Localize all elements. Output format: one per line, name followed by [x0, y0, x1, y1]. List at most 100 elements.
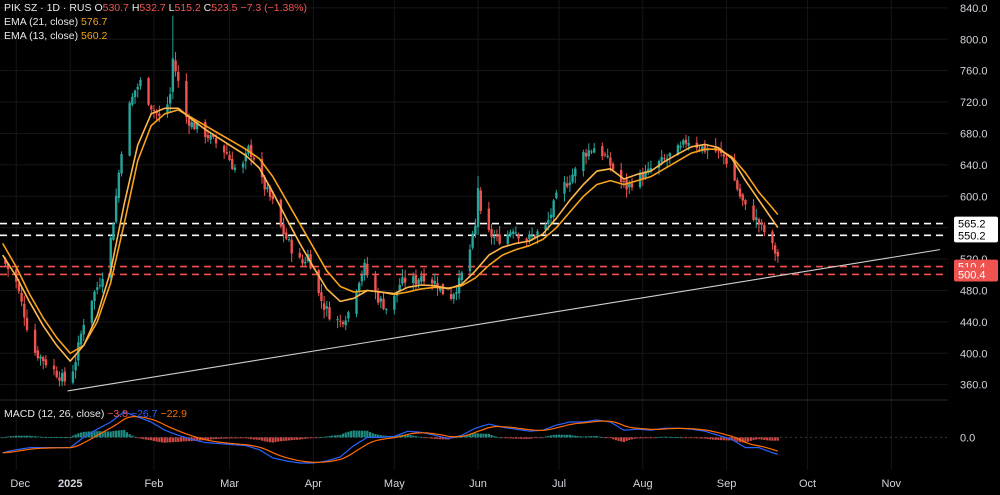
macd-histogram-bar [482, 433, 485, 438]
candle-body [493, 236, 496, 239]
candle-body [495, 235, 499, 237]
macd-histogram-bar [293, 437, 296, 440]
ema13-legend[interactable]: EMA (13, close) 560.2 [4, 30, 107, 43]
macd-histogram-bar [341, 433, 345, 438]
candle-body [241, 163, 245, 168]
macd-histogram-bar [177, 437, 180, 442]
x-tick-label: Jun [469, 478, 487, 490]
macd-histogram-bar [609, 437, 612, 439]
macd-histogram-bar [576, 436, 580, 438]
macd-histogram-bar [160, 437, 164, 443]
macd-histogram-bar [644, 437, 647, 439]
macd-histogram-bar [639, 437, 642, 439]
macd-histogram-bar [617, 437, 620, 441]
macd-histogram-bar [690, 437, 693, 439]
macd-histogram-bar [198, 437, 201, 441]
candle-body [39, 356, 42, 359]
high-label: H [131, 2, 140, 14]
candle-body [168, 94, 172, 104]
macd-histogram-bar [196, 437, 199, 441]
macd-histogram-bar [309, 437, 312, 439]
y-tick-label: 360.0 [960, 380, 988, 392]
candle-body [479, 190, 482, 211]
macd-histogram-bar [77, 433, 80, 438]
macd-histogram-bar [476, 433, 480, 438]
candle-body [736, 180, 739, 190]
candle-body [684, 139, 688, 144]
macd-histogram-bar [244, 437, 247, 439]
candle-body [193, 122, 196, 130]
macd-histogram-bar [709, 437, 712, 440]
candle-body [187, 117, 191, 126]
macd-signal-value: −22.9 [160, 408, 188, 420]
y-tick-label: 840.0 [960, 3, 988, 15]
candle-body [644, 171, 647, 179]
candle-body [420, 276, 423, 282]
candle-body [214, 138, 218, 144]
candle-body [44, 359, 48, 366]
open-value: 530.7 [102, 2, 129, 14]
candle-body [325, 306, 329, 309]
macd-histogram-bar [12, 435, 15, 438]
macd-pane [0, 411, 948, 464]
candle-body [471, 233, 474, 248]
macd-histogram-bar [552, 434, 555, 438]
candle-body [536, 231, 539, 238]
ema21-legend[interactable]: EMA (21, close) 576.7 [4, 16, 107, 29]
close-value: 523.5 [211, 2, 238, 14]
macd-histogram-bar [512, 437, 515, 439]
candle-body [565, 183, 569, 187]
macd-histogram-bar [106, 431, 110, 438]
macd-histogram-bar [614, 437, 617, 441]
x-tick-label: Oct [799, 478, 816, 490]
macd-histogram-bar [117, 430, 120, 438]
macd-histogram-bar [63, 437, 66, 439]
candle-body [268, 186, 272, 197]
price-axis: 840.0800.0760.0720.0680.0640.0600.0560.0… [954, 3, 998, 444]
macd-histogram-bar [493, 435, 496, 438]
candle-body [490, 228, 493, 238]
macd-histogram-bar [722, 437, 725, 441]
candle-body [530, 235, 534, 237]
macd-histogram-bar [752, 437, 755, 441]
macd-histogram-bar [301, 437, 304, 440]
candle-body [606, 155, 609, 158]
candle-body [725, 157, 728, 164]
macd-histogram-bar [17, 435, 21, 438]
macd-histogram-bar [706, 437, 709, 440]
macd-histogram-bar [174, 437, 177, 443]
macd-histogram-bar [4, 436, 7, 438]
candle-body [547, 219, 550, 225]
macd-histogram-bar [136, 437, 139, 439]
macd-histogram-bar [622, 437, 625, 443]
macd-histogram-bar [717, 437, 720, 441]
trendline-segment [67, 249, 940, 392]
macd-histogram-bar [109, 431, 112, 438]
candle-body [568, 182, 572, 185]
candle-body [174, 60, 177, 72]
macd-histogram-bar [725, 437, 728, 441]
macd-histogram-bar [28, 435, 31, 438]
macd-histogram-bar [7, 436, 10, 438]
macd-histogram-bar [601, 437, 604, 438]
candle-body [4, 258, 7, 264]
macd-legend[interactable]: MACD (12, 26, close) −3.8 −26.7 −22.9 [4, 408, 187, 421]
candle-body [166, 104, 169, 114]
macd-histogram-bar [317, 437, 320, 439]
macd-histogram-bar [339, 434, 342, 438]
candle-body [533, 235, 536, 238]
candle-body [185, 81, 188, 118]
macd-histogram-bar [104, 431, 107, 438]
candle-body [647, 168, 650, 171]
candle-body [42, 357, 45, 362]
x-tick-label: 2025 [58, 478, 82, 490]
macd-label: MACD (12, 26, close) [4, 408, 105, 420]
candle-body [582, 152, 585, 171]
macd-histogram-bar [444, 437, 447, 440]
macd-histogram-bar [703, 437, 707, 439]
macd-histogram-bar [179, 437, 183, 442]
macd-histogram-bar [241, 437, 245, 439]
macd-histogram-bar [55, 437, 58, 439]
macd-histogram-bar [115, 430, 118, 438]
